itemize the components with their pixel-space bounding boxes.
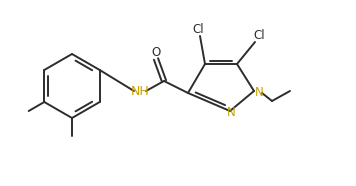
Text: O: O: [151, 46, 161, 59]
Text: Cl: Cl: [253, 28, 265, 41]
Text: NH: NH: [131, 84, 150, 97]
Text: N: N: [227, 105, 235, 118]
Text: N: N: [255, 86, 263, 99]
Text: Cl: Cl: [192, 23, 204, 36]
